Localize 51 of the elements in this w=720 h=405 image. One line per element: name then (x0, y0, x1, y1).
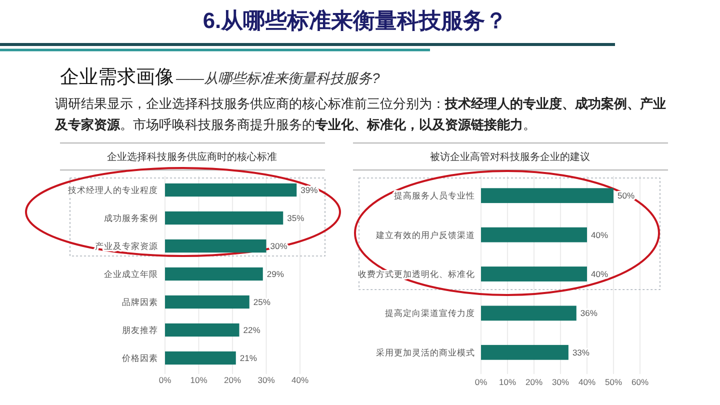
bar (165, 351, 236, 365)
x-tick-label: 0% (474, 377, 488, 387)
bar (481, 227, 587, 242)
y-tick-label: 提高定向渠道宣传力度 (385, 308, 475, 318)
bar (165, 267, 263, 281)
bar (165, 183, 297, 197)
text: 调研结果显示，企业选择科技服务供应商的核心标准前三位分别为：技术经理人的专业度、成功案例、产业及专家资源。市场呼唤科技服务商提升服务的专业化、标准化，以及资源链接能力。 (55, 96, 666, 132)
x-tick-label: 10% (498, 377, 516, 387)
bar (165, 211, 284, 225)
chart-title: 被访企业高管对科技服务企业的建议 (430, 151, 590, 163)
data-label: 40% (591, 269, 608, 279)
x-tick-label: 10% (190, 375, 208, 385)
y-tick-label: 技术经理人的专业程度 (67, 185, 158, 195)
y-tick-label: 采用更加灵活的商业模式 (376, 347, 475, 358)
chart-title: 企业选择科技服务供应商时的核心标准 (107, 151, 277, 163)
data-label: 29% (266, 269, 284, 279)
x-tick-label: 50% (604, 377, 622, 387)
x-tick-label: 40% (578, 377, 596, 387)
y-tick-label: 朋友推荐 (122, 325, 158, 335)
y-tick-label: 成功服务案例 (104, 213, 158, 223)
y-tick-label: 品牌因素 (122, 297, 158, 307)
data-label: 35% (287, 213, 305, 223)
y-tick-label: 价格因素 (121, 353, 158, 363)
data-label: 21% (240, 353, 258, 363)
x-tick-label: 20% (525, 377, 543, 387)
bar (481, 266, 587, 282)
data-label: 40% (591, 230, 608, 240)
x-tick-label: 0% (158, 375, 172, 385)
bar (165, 295, 250, 309)
x-tick-label: 30% (552, 377, 570, 387)
bar (165, 323, 240, 337)
text: 企业需求画像 (60, 67, 174, 88)
x-tick-label: 60% (631, 377, 649, 387)
x-tick-label: 40% (291, 375, 309, 385)
x-tick-label: 30% (258, 375, 276, 385)
x-tick-label: 20% (224, 375, 242, 385)
y-tick-label: 企业成立年限 (104, 269, 158, 279)
data-label: 36% (580, 308, 598, 318)
data-label: 39% (300, 185, 318, 195)
text: 6.从哪些标准来衡量科技服务？ (202, 7, 508, 35)
data-label: 22% (243, 325, 261, 335)
data-label: 25% (253, 297, 271, 307)
bar (481, 188, 614, 204)
bar (165, 239, 266, 253)
y-tick-label: 产业及专家资源 (95, 241, 158, 251)
y-tick-label: 建立有效的用户反馈渠道 (375, 230, 475, 240)
bar (481, 306, 576, 321)
y-tick-label: 提高服务人员专业性 (394, 190, 475, 201)
bar (481, 344, 568, 360)
data-label: 33% (572, 347, 590, 358)
text: ——从哪些标准来衡量科技服务? (176, 70, 380, 86)
